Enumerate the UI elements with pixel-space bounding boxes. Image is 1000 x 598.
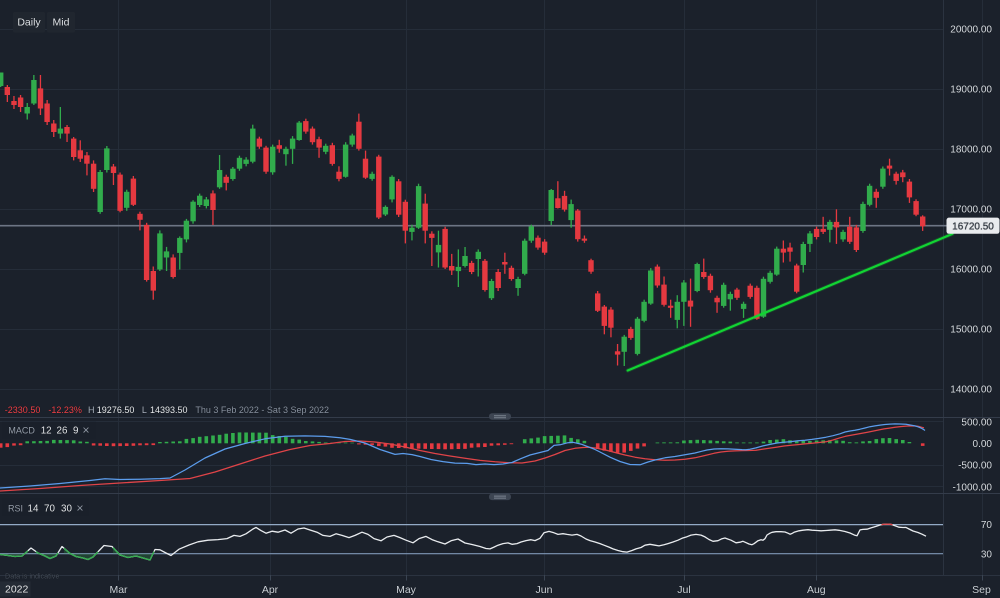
svg-text:L: L xyxy=(142,405,147,415)
svg-text:9: 9 xyxy=(73,426,78,437)
svg-text:Data is indicative: Data is indicative xyxy=(5,572,59,581)
svg-text:2022: 2022 xyxy=(5,584,29,596)
svg-text:500.00: 500.00 xyxy=(961,417,992,428)
svg-text:14: 14 xyxy=(28,504,39,515)
svg-text:Apr: Apr xyxy=(262,584,279,596)
svg-text:✕: ✕ xyxy=(82,426,90,437)
svg-text:Jun: Jun xyxy=(536,584,553,596)
svg-text:Mar: Mar xyxy=(109,584,128,596)
svg-text:19000.00: 19000.00 xyxy=(950,85,992,96)
svg-text:May: May xyxy=(396,584,417,596)
svg-text:-2330.50: -2330.50 xyxy=(5,405,41,415)
svg-text:✕: ✕ xyxy=(76,504,84,515)
svg-text:14393.50: 14393.50 xyxy=(150,405,188,415)
svg-text:16720.50: 16720.50 xyxy=(952,221,994,232)
svg-text:0.00: 0.00 xyxy=(973,439,993,450)
svg-text:-12.23%: -12.23% xyxy=(48,405,82,415)
svg-text:Daily: Daily xyxy=(17,16,41,28)
svg-text:MACD: MACD xyxy=(8,426,35,436)
svg-text:-1000.00: -1000.00 xyxy=(953,482,993,493)
svg-text:70: 70 xyxy=(44,504,55,515)
svg-text:18000.00: 18000.00 xyxy=(950,145,992,156)
svg-text:Sep: Sep xyxy=(972,584,991,596)
svg-text:17000.00: 17000.00 xyxy=(950,205,992,216)
svg-text:Mid: Mid xyxy=(53,16,70,28)
svg-text:19276.50: 19276.50 xyxy=(97,405,135,415)
svg-text:-500.00: -500.00 xyxy=(958,461,992,472)
svg-text:Thu 3 Feb 2022 - Sat 3 Sep 202: Thu 3 Feb 2022 - Sat 3 Sep 2022 xyxy=(195,405,329,415)
svg-text:14000.00: 14000.00 xyxy=(950,385,992,396)
svg-text:30: 30 xyxy=(981,549,993,560)
svg-text:12: 12 xyxy=(41,426,52,437)
svg-text:Aug: Aug xyxy=(807,584,826,596)
svg-text:26: 26 xyxy=(57,426,68,437)
svg-text:15000.00: 15000.00 xyxy=(950,325,992,336)
svg-text:70: 70 xyxy=(981,520,993,531)
svg-text:Jul: Jul xyxy=(677,584,690,596)
svg-text:16000.00: 16000.00 xyxy=(950,265,992,276)
svg-text:20000.00: 20000.00 xyxy=(950,25,992,36)
svg-text:RSI: RSI xyxy=(8,504,23,514)
svg-text:30: 30 xyxy=(61,504,72,515)
svg-text:H: H xyxy=(88,405,95,415)
